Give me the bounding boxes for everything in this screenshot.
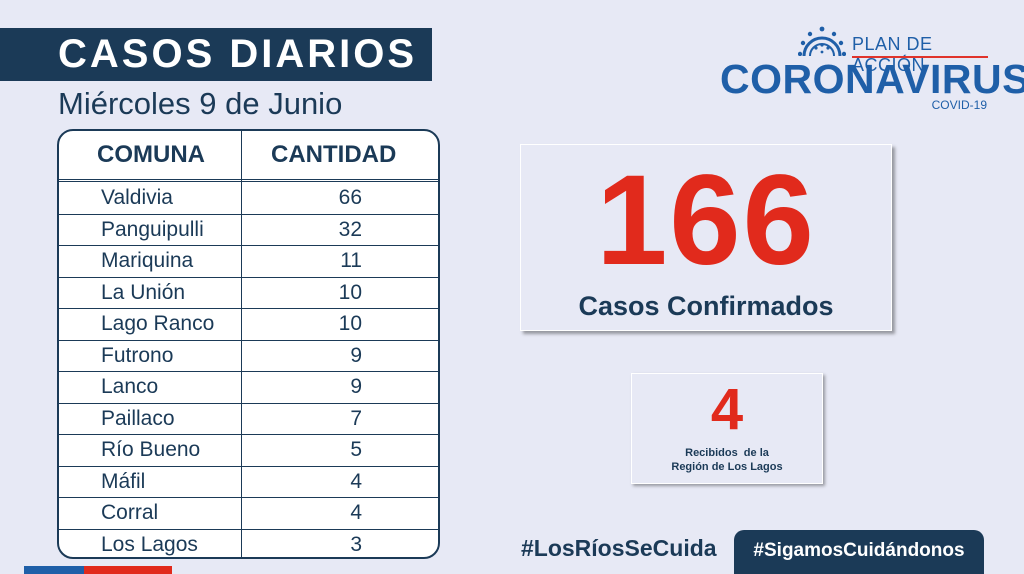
comuna-name: Lanco	[101, 375, 159, 398]
logo-coronavirus-text: CORONAVIRUS	[720, 56, 1024, 102]
hashtag-sigamos: #SigamosCuidándonos	[753, 540, 965, 561]
received-label: Recibidos de la Región de Los Lagos	[632, 446, 822, 474]
received-count: 4	[710, 377, 744, 442]
page-title: CASOS DIARIOS	[58, 32, 418, 76]
comuna-name: Lago Ranco	[101, 312, 215, 335]
received-label-line2: Región de Los Lagos	[671, 461, 783, 473]
comuna-name: La Unión	[101, 280, 186, 304]
case-count: 9	[350, 375, 362, 398]
case-count: 66	[338, 186, 362, 209]
date-subtitle: Miércoles 9 de Junio	[58, 86, 343, 121]
comuna-name: Panguipulli	[101, 217, 204, 241]
table-row: Valdivia 66	[59, 183, 438, 215]
table-body: Valdivia 66 Panguipulli 32 Mariquina 11 La Uni…	[59, 183, 438, 558]
table-row: Paillaco 7	[59, 404, 438, 435]
title-bar	[0, 28, 432, 81]
hashtag-box: #SigamosCuidándonos	[734, 530, 984, 574]
comuna-name: Corral	[101, 501, 159, 524]
header-comuna: COMUNA	[97, 141, 205, 168]
case-count: 10	[338, 280, 362, 304]
logo-red-line	[852, 56, 988, 58]
case-count: 4	[350, 469, 362, 493]
table-row: Los Lagos 3	[59, 530, 438, 558]
comuna-name: Paillaco	[101, 406, 175, 430]
logo-plan-text: PLAN DE ACCIÓN	[852, 34, 933, 75]
case-count: 9	[350, 343, 362, 367]
case-count: 32	[338, 217, 362, 241]
header-cantidad: CANTIDAD	[271, 141, 397, 168]
hashtag-los-rios: #LosRíosSeCuida	[521, 535, 717, 561]
comuna-name: Valdivia	[101, 186, 173, 209]
table-row: La Unión 10	[59, 278, 438, 309]
table-row: Futrono 9	[59, 341, 438, 372]
table-header: COMUNA CANTIDAD	[59, 131, 438, 182]
table-row: Río Bueno 5	[59, 435, 438, 467]
table-row: Corral 4	[59, 498, 438, 530]
bottom-blue-stripe	[24, 566, 84, 574]
table-row: Lanco 9	[59, 372, 438, 404]
comuna-name: Río Bueno	[101, 438, 201, 461]
received-cases-card: 4 Recibidos de la Región de Los Lagos	[631, 373, 823, 484]
case-count: 4	[350, 501, 362, 524]
comuna-name: Mariquina	[101, 249, 194, 272]
table-row: Mariquina 11	[59, 246, 438, 278]
received-label-line1: Recibidos de la	[685, 447, 769, 459]
column-divider	[241, 131, 242, 557]
comuna-name: Máfil	[101, 469, 146, 493]
table-row: Máfil 4	[59, 467, 438, 498]
coronavirus-icon	[798, 26, 846, 56]
cases-table: COMUNA CANTIDAD Valdivia 66 Panguipulli 32 M…	[57, 129, 440, 559]
plan-de-accion-logo: PLAN DE ACCIÓN CORONAVIRUS COVID-19	[718, 26, 1024, 116]
logo-covid-text: COVID-19	[931, 98, 987, 112]
case-count: 11	[340, 249, 362, 272]
confirmed-count: 166	[596, 149, 816, 292]
table-row: Lago Ranco 10	[59, 309, 438, 341]
comuna-name: Los Lagos	[101, 532, 198, 556]
confirmed-cases-card: 166 Casos Confirmados	[520, 144, 892, 331]
case-count: 10	[338, 312, 362, 335]
case-count: 5	[350, 438, 362, 461]
bottom-red-stripe	[84, 566, 172, 574]
confirmed-label: Casos Confirmados	[578, 291, 834, 321]
case-count: 7	[350, 406, 362, 430]
table-row: Panguipulli 32	[59, 215, 438, 246]
comuna-name: Futrono	[101, 343, 174, 367]
case-count: 3	[350, 532, 362, 556]
